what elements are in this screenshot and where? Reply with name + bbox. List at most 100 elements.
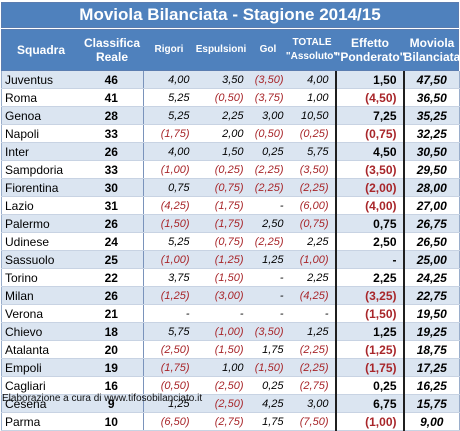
cell-rigori: (1,75) (143, 358, 194, 377)
cell-moviola: 19,25 (403, 322, 460, 341)
cell-espulsioni: (1,50) (193, 340, 248, 359)
cell-espulsioni: 1,00 (193, 358, 248, 377)
cell-espulsioni: (1,25) (193, 250, 248, 269)
cell-moviola: 32,25 (403, 124, 460, 143)
cell-gol: 0,25 (247, 376, 288, 395)
cell-totale: (6,00) (287, 196, 336, 215)
cell-classifica: 18 (79, 322, 144, 341)
cell-squadra: Sampdoria (1, 160, 80, 179)
header-squadra: Squadra (16, 43, 65, 57)
cell-totale: (7,50) (287, 412, 336, 431)
standings-table: Juventus 46 4,00 3,50 (3,50) 4,00 1,50 47,50 Rom… (1, 71, 460, 431)
cell-totale: 2,25 (287, 232, 336, 251)
cell-squadra: Genoa (1, 106, 80, 125)
cell-effetto: 1,50 (334, 71, 405, 89)
cell-moviola: 36,50 (403, 88, 460, 107)
cell-classifica: 21 (79, 304, 144, 323)
cell-totale: (2,25) (287, 358, 336, 377)
cell-rigori: (1,50) (143, 214, 194, 233)
cell-moviola: 47,50 (403, 71, 460, 89)
cell-squadra: Sassuolo (1, 250, 80, 269)
cell-espulsioni: (0,50) (193, 88, 248, 107)
cell-squadra: Atalanta (1, 340, 80, 359)
cell-espulsioni: (1,50) (193, 268, 248, 287)
cell-gol: 1,75 (247, 340, 288, 359)
cell-effetto: 0,25 (334, 376, 405, 395)
cell-squadra: Milan (1, 286, 80, 305)
cell-totale: 1,25 (287, 322, 336, 341)
header-gol: Gol (259, 44, 277, 55)
cell-classifica: 16 (79, 376, 144, 395)
cell-rigori: (2,50) (143, 340, 194, 359)
cell-squadra: Roma (1, 88, 80, 107)
cell-squadra: Torino (1, 268, 80, 287)
cell-squadra: Fiorentina (1, 178, 80, 197)
table-row: Cagliari 16 (0,50) (2,50) 0,25 (2,75) 0,25 16,2… (1, 376, 460, 395)
table-row: Roma 41 5,25 (0,50) (3,75) 1,00 (4,50) 36,50 (1, 88, 460, 107)
cell-gol: 1,25 (247, 250, 288, 269)
cell-totale: (3,50) (287, 160, 336, 179)
cell-gol: - (247, 196, 288, 215)
cell-classifica: 33 (79, 160, 144, 179)
cell-gol: 3,00 (247, 106, 288, 125)
cell-rigori: 5,75 (143, 322, 194, 341)
cell-rigori: 4,00 (143, 142, 194, 161)
cell-rigori: (1,75) (143, 124, 194, 143)
cell-gol: (0,50) (247, 124, 288, 143)
cell-effetto: (4,50) (334, 88, 405, 107)
cell-gol: (3,50) (247, 71, 288, 89)
table-row: Sassuolo 25 (1,00) (1,25) 1,25 (1,00) -25,00 (1, 250, 460, 269)
cell-gol: (1,50) (247, 358, 288, 377)
cell-effetto: - (334, 250, 405, 269)
table-row: Empoli 19 (1,75) 1,00 (1,50) (2,25) (1,75) 17,2… (1, 358, 460, 377)
table-row: Palermo 26 (1,50) (1,75) 2,50 (0,75) 0,75 26,75 (1, 214, 460, 233)
footer-credit: Elaborazione a cura di www.tifosobilanci… (2, 393, 203, 404)
cell-espulsioni: - (193, 304, 248, 323)
cell-gol: 2,50 (247, 214, 288, 233)
table-row: Genoa 28 5,25 2,25 3,00 10,50 7,25 35,25 (1, 106, 460, 125)
cell-effetto: 2,25 (334, 268, 405, 287)
cell-espulsioni: (2,75) (193, 412, 248, 431)
cell-gol: 1,75 (247, 412, 288, 431)
table-row: Milan 26 (1,25) (3,00) - (4,25) (3,25) 22,75 (1, 286, 460, 305)
cell-squadra: Empoli (1, 358, 80, 377)
cell-totale: 1,00 (287, 88, 336, 107)
cell-gol: - (247, 268, 288, 287)
cell-espulsioni: 1,50 (193, 142, 248, 161)
cell-moviola: 17,25 (403, 358, 460, 377)
cell-totale: (0,75) (287, 214, 336, 233)
cell-gol: - (247, 304, 288, 323)
cell-classifica: 19 (79, 358, 144, 377)
table-row: Napoli 33 (1,75) 2,00 (0,50) (0,25) (0,75) 32,2… (1, 124, 460, 143)
cell-classifica: 46 (79, 71, 144, 89)
cell-moviola: 28,00 (403, 178, 460, 197)
table-row: Torino 22 3,75 (1,50) -2,25 2,25 24,25 (1, 268, 460, 287)
cell-espulsioni: 2,25 (193, 106, 248, 125)
cell-rigori: (0,50) (143, 376, 194, 395)
cell-squadra: Cagliari (1, 376, 80, 395)
cell-rigori: (1,00) (143, 250, 194, 269)
cell-moviola: 18,75 (403, 340, 460, 359)
cell-squadra: Napoli (1, 124, 80, 143)
cell-gol: 0,25 (247, 142, 288, 161)
table-row: Verona 21- - - - (1,50) 19,50 (1, 304, 460, 323)
cell-totale: 5,75 (287, 142, 336, 161)
cell-espulsioni: (0,75) (193, 178, 248, 197)
cell-classifica: 26 (79, 214, 144, 233)
cell-effetto: (1,75) (334, 358, 405, 377)
cell-effetto: (3,50) (334, 160, 405, 179)
cell-rigori: (1,00) (143, 160, 194, 179)
cell-rigori: - (143, 304, 194, 323)
cell-classifica: 31 (79, 196, 144, 215)
cell-classifica: 33 (79, 124, 144, 143)
header-totale: TOTALE "Assoluto" (285, 37, 339, 62)
cell-classifica: 20 (79, 340, 144, 359)
header-effetto: Effetto "Ponderato" (334, 36, 406, 64)
cell-classifica: 24 (79, 232, 144, 251)
cell-rigori: (1,25) (143, 286, 194, 305)
cell-squadra: Juventus (1, 71, 80, 89)
cell-effetto: (1,25) (334, 340, 405, 359)
table-row: Juventus 46 4,00 3,50 (3,50) 4,00 1,50 47,50 (1, 71, 460, 89)
table-row: Inter 26 4,00 1,50 0,25 5,75 4,50 30,50 (1, 142, 460, 161)
